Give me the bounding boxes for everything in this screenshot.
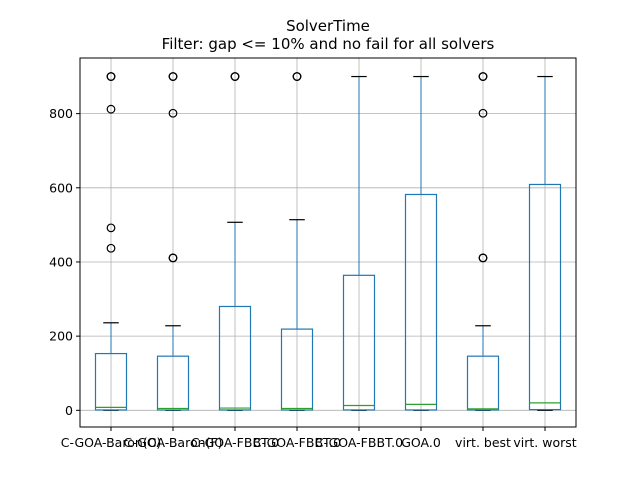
x-tick-label: C-GOA-Baron(C) [61, 435, 162, 450]
y-tick-label: 600 [49, 180, 73, 195]
outlier-point [292, 72, 302, 81]
iqr-box [94, 352, 128, 411]
outlier-point [478, 253, 488, 263]
outlier-point [478, 72, 488, 81]
outlier-point [478, 108, 488, 118]
x-tick-label: GOA.0 [401, 435, 441, 450]
chart-title: SolverTime [286, 17, 370, 35]
box-0 [94, 72, 128, 411]
iqr-box [466, 355, 500, 411]
box-1 [156, 72, 190, 411]
box-6 [466, 72, 500, 411]
outlier-point [106, 72, 116, 81]
boxes [94, 72, 562, 411]
chart-subtitle: Filter: gap <= 10% and no fail for all s… [162, 35, 495, 53]
outlier-point [168, 72, 178, 81]
x-tick-label: virt. best [455, 435, 511, 450]
outlier-point [106, 243, 116, 253]
outlier-point [168, 108, 178, 118]
grid [80, 58, 576, 427]
box-5 [404, 75, 438, 411]
x-tick-label: virt. worst [513, 435, 576, 450]
iqr-box [404, 193, 438, 411]
box-3 [280, 72, 314, 411]
outlier-point [168, 253, 178, 263]
y-tick-label: 800 [49, 106, 73, 121]
x-tick-label: C-GOA-FBBT.0 [315, 435, 403, 450]
outlier-point [106, 104, 116, 114]
iqr-box [528, 183, 562, 411]
axes: 0 200 400 600 800 C-GOA-Baron(C)C-GOA-Baron(F… [49, 57, 577, 450]
x-tick-label: C-GOA-FBBT.0 [191, 435, 279, 450]
box-7 [528, 75, 562, 411]
box-2 [218, 72, 252, 411]
iqr-box [218, 305, 252, 411]
y-tick-label: 400 [49, 254, 73, 269]
y-tick-label: 0 [65, 403, 73, 418]
x-tick-label: C-GOA-FBBT.0 [253, 435, 341, 450]
iqr-box [156, 355, 190, 411]
iqr-box [342, 274, 376, 411]
box-4 [342, 75, 376, 411]
plot-frame [79, 57, 577, 428]
x-tick-label: C-GOA-Baron(F) [124, 435, 223, 450]
outlier-point [230, 72, 240, 81]
outlier-point [106, 223, 116, 233]
y-tick-label: 200 [49, 329, 73, 344]
iqr-box [280, 328, 314, 411]
